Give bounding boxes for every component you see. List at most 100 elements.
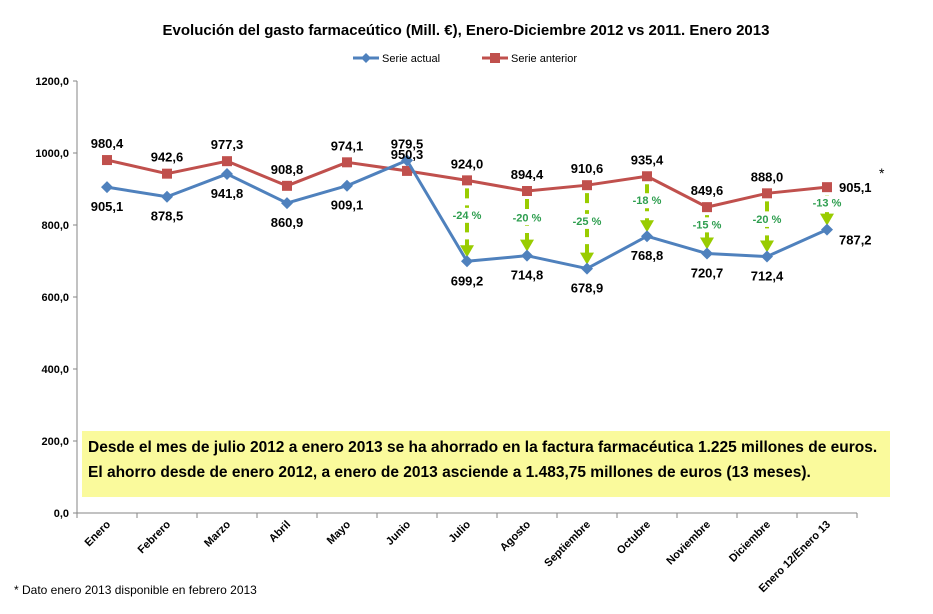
percent-label-bg — [568, 213, 606, 229]
percent-change-label: -15 % — [693, 219, 722, 231]
asterisk-mark: * — [879, 165, 885, 181]
savings-arrow-head — [700, 237, 714, 250]
x-tick-label: Abril — [267, 519, 293, 545]
serie-actual-point — [641, 230, 653, 243]
x-tick-label: Octubre — [615, 519, 653, 557]
y-tick-label: 400,0 — [41, 364, 69, 376]
percent-label-bg — [628, 193, 666, 209]
y-tick-label: 800,0 — [41, 220, 69, 232]
serie-anterior-data-label: 908,8 — [271, 162, 304, 177]
serie-actual-data-label: 909,1 — [331, 198, 364, 213]
x-tick-label: Marzo — [202, 518, 233, 549]
serie-actual-point — [461, 255, 473, 268]
serie-anterior-data-label: 888,0 — [751, 169, 784, 184]
x-tick-label: Noviembre — [664, 519, 713, 568]
x-tick-label: Enero — [83, 518, 114, 549]
serie-anterior-data-label: 974,1 — [331, 138, 364, 153]
serie-actual-data-label: 712,4 — [751, 269, 784, 284]
x-tick-label: Diciembre — [727, 519, 773, 565]
serie-anterior-point — [582, 180, 592, 191]
serie-anterior-point — [282, 180, 292, 191]
legend-label-serie-anterior: Serie anterior — [511, 53, 577, 65]
serie-anterior-point — [522, 186, 532, 197]
percent-label-bg — [748, 211, 786, 227]
serie-actual-point — [821, 223, 833, 236]
serie-anterior-data-label: 910,6 — [571, 161, 604, 176]
serie-actual-point — [761, 250, 773, 263]
footnote: * Dato enero 2013 disponible en febrero … — [14, 583, 257, 597]
serie-actual-point — [401, 154, 413, 167]
percent-label-bg — [688, 217, 726, 233]
x-tick-label: Agosto — [498, 518, 533, 553]
serie-actual-point — [581, 262, 593, 275]
y-tick-label: 200,0 — [41, 436, 69, 448]
legend-label-serie-actual: Serie actual — [382, 53, 440, 65]
percent-change-label: -24 % — [453, 210, 482, 222]
y-tick-label: 0,0 — [54, 508, 69, 520]
serie-actual-point — [161, 190, 173, 203]
legend-marker-serie-anterior — [490, 53, 500, 63]
savings-note-line-2: El ahorro desde de enero 2012, a enero d… — [88, 464, 811, 481]
x-tick-label: Septiembre — [542, 519, 593, 570]
percent-change-label: -13 % — [813, 197, 842, 209]
percent-change-label: -20 % — [513, 212, 542, 224]
y-tick-label: 1000,0 — [35, 148, 69, 160]
savings-arrow-head — [460, 245, 474, 258]
serie-anterior-point — [342, 157, 352, 168]
serie-anterior-data-label: 905,1 — [839, 180, 872, 195]
serie-anterior-point — [822, 182, 832, 193]
serie-actual-data-label: 941,8 — [211, 186, 244, 201]
y-tick-label: 600,0 — [41, 292, 69, 304]
chart-title: Evolución del gasto farmaceútico (Mill. … — [163, 22, 770, 39]
serie-actual-data-label: 787,2 — [839, 233, 872, 248]
savings-arrow-head — [820, 213, 834, 226]
savings-arrow-head — [760, 240, 774, 253]
serie-actual-data-label: 860,9 — [271, 215, 304, 230]
serie-anterior-data-label: 950,3 — [391, 147, 424, 162]
serie-anterior-data-label: 924,0 — [451, 156, 484, 171]
serie-anterior-data-label: 935,4 — [631, 152, 664, 167]
savings-arrow-head — [520, 239, 534, 252]
x-tick-label: Mayo — [325, 518, 354, 547]
serie-actual-point — [221, 167, 233, 180]
savings-note-line-1: Desde el mes de julio 2012 a enero 2013 … — [88, 439, 878, 456]
percent-label-bg — [448, 207, 486, 223]
serie-actual-data-label: 699,2 — [451, 273, 484, 288]
y-tick-label: 1200,0 — [35, 76, 69, 88]
serie-anterior-point — [402, 165, 412, 176]
percent-label-bg — [508, 210, 546, 226]
serie-anterior-point — [762, 188, 772, 199]
legend-marker-serie-actual — [361, 53, 371, 63]
serie-anterior-data-label: 977,3 — [211, 137, 244, 152]
x-tick-label: Febrero — [136, 518, 174, 556]
serie-anterior-data-label: 894,4 — [511, 167, 544, 182]
serie-actual-data-label: 720,7 — [691, 266, 724, 281]
x-tick-label: Julio — [446, 518, 473, 545]
percent-change-label: -20 % — [753, 214, 782, 226]
serie-actual-data-label: 768,8 — [631, 248, 664, 263]
serie-anterior-data-label: 942,6 — [151, 150, 184, 165]
serie-actual-point — [101, 181, 113, 194]
serie-actual-data-label: 678,9 — [571, 281, 604, 296]
percent-label-bg — [808, 195, 846, 211]
serie-actual-data-label: 979,5 — [391, 136, 424, 151]
savings-note-box: Desde el mes de julio 2012 a enero 2013 … — [82, 431, 890, 497]
serie-anterior-point — [702, 202, 712, 213]
savings-arrow-head — [580, 252, 594, 265]
serie-actual-data-label: 714,8 — [511, 268, 544, 283]
serie-actual-point — [281, 197, 293, 210]
serie-anterior-point — [162, 168, 172, 179]
serie-actual-data-label: 905,1 — [91, 199, 124, 214]
serie-actual-point — [341, 179, 353, 192]
serie-anterior-point — [642, 171, 652, 182]
serie-actual-point — [701, 247, 713, 260]
serie-anterior-point — [222, 156, 232, 167]
serie-anterior-point — [102, 155, 112, 166]
x-tick-label: Junio — [384, 518, 413, 547]
percent-change-label: -25 % — [573, 216, 602, 228]
savings-arrow-head — [640, 220, 654, 233]
serie-actual-point — [521, 249, 533, 262]
serie-anterior-point — [462, 175, 472, 186]
serie-anterior-data-label: 849,6 — [691, 183, 724, 198]
